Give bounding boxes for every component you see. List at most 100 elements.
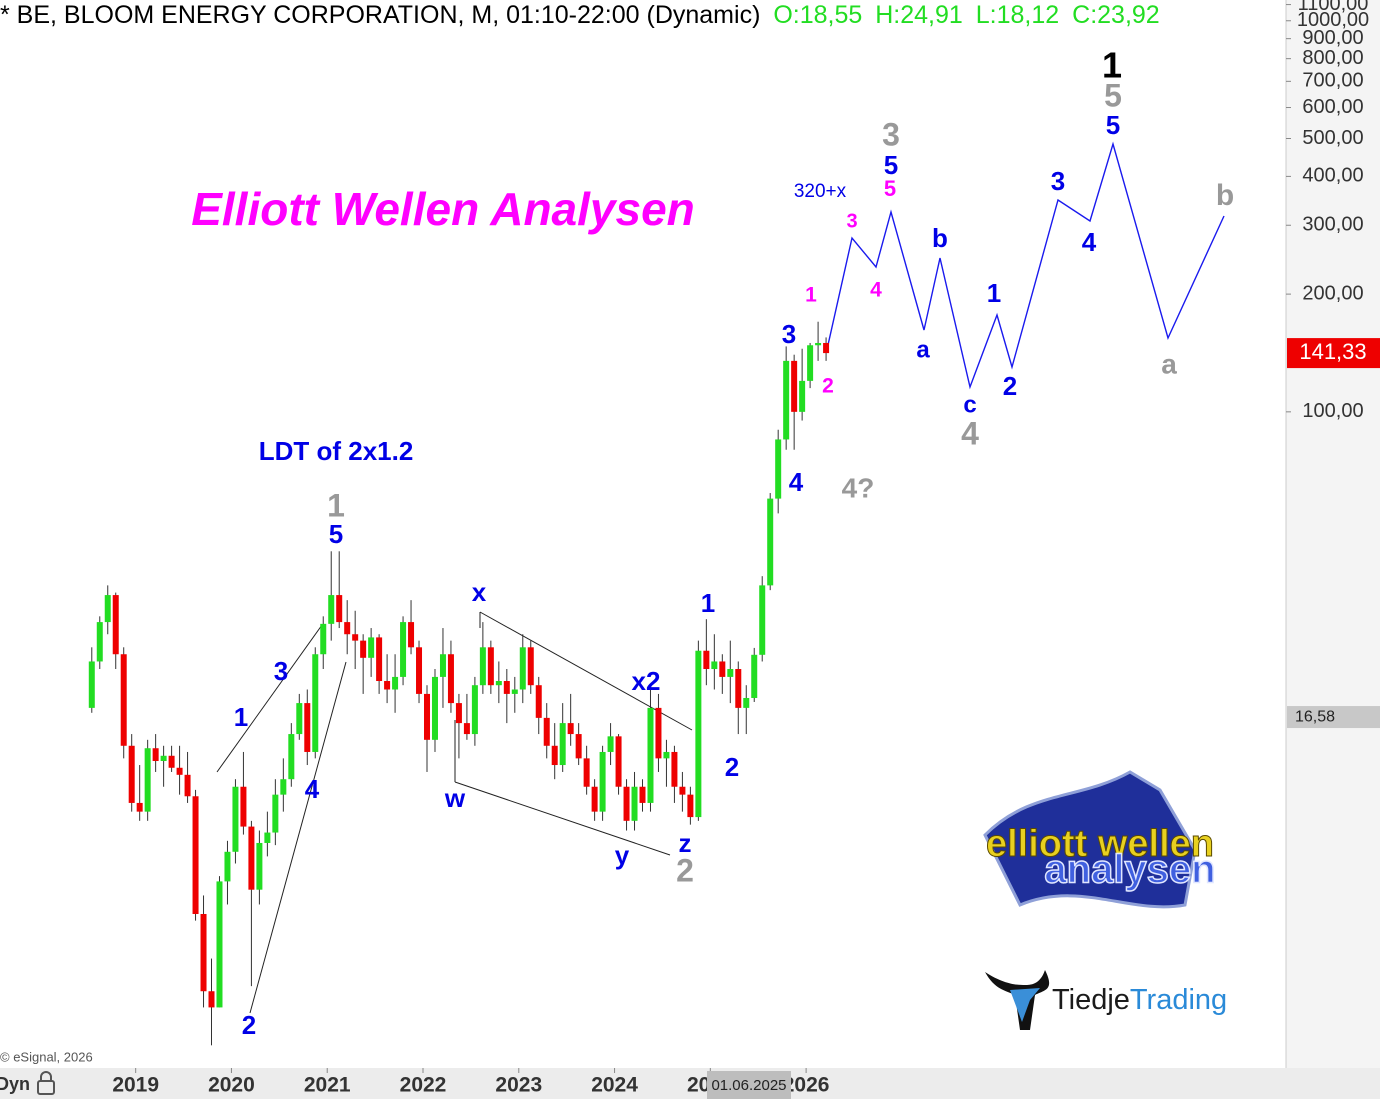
wave-label: 4: [305, 774, 320, 804]
candle-body: [320, 623, 327, 655]
logo-bull-face: [1010, 988, 1040, 1022]
candle-body: [344, 622, 351, 635]
y-tick-label: 200,00: [1302, 282, 1363, 304]
candle-body: [224, 851, 231, 882]
wave-label: c: [963, 391, 976, 418]
candle-body: [519, 647, 526, 690]
x-tick-label: 2022: [400, 1074, 447, 1097]
wave-label: b: [932, 223, 948, 253]
x-tick-label: 2020: [208, 1074, 255, 1097]
trend-line: [216, 624, 323, 773]
candle-body: [184, 774, 191, 797]
candle-body: [240, 786, 247, 827]
wave-label: 2: [725, 752, 739, 782]
candle-body: [400, 622, 407, 677]
logo-elliott: elliott wellen analysen: [983, 770, 1216, 909]
heading: Elliott Wellen Analysen: [191, 183, 695, 235]
candle-body: [703, 650, 710, 670]
candle-body: [719, 661, 726, 677]
candle-body: [711, 661, 718, 670]
candle-body: [112, 595, 119, 655]
candle-body: [639, 786, 646, 803]
candle-body: [727, 669, 734, 677]
x-tick-label: 2024: [591, 1074, 638, 1097]
wave-label: 3: [274, 656, 288, 686]
candle-body: [623, 786, 630, 821]
wave-label: 4: [870, 279, 882, 302]
candle-body: [535, 685, 542, 718]
candle-body: [439, 654, 446, 677]
wave-label: a: [1161, 348, 1177, 379]
wave-label: 5: [884, 150, 898, 180]
crosshair-box: [707, 1071, 791, 1099]
logo-text: analysen: [1044, 848, 1215, 892]
candle-body: [655, 707, 662, 759]
candle-body: [312, 654, 319, 752]
wave-label: 3: [782, 319, 796, 349]
candle-body: [815, 342, 822, 346]
price-marker-label: 16,58: [1295, 708, 1335, 725]
candle-body: [767, 498, 774, 586]
candle-body: [687, 794, 694, 818]
candle-body: [88, 661, 95, 708]
wave-label: a: [916, 336, 930, 363]
candle-body: [575, 734, 582, 759]
candle-body: [455, 703, 462, 724]
candle-body: [384, 681, 391, 690]
wave-label: 3: [846, 210, 857, 232]
lock-icon: [37, 1071, 55, 1095]
trend-line: [249, 661, 347, 1014]
lock-body: [37, 1080, 55, 1095]
candle-body: [759, 585, 766, 655]
candle-body: [775, 439, 782, 499]
candle-body: [336, 595, 343, 623]
logo-word: Tiedje: [1052, 984, 1130, 1016]
candle-body: [567, 723, 574, 735]
logo-text: elliott wellen: [986, 823, 1214, 865]
candle-body: [208, 991, 215, 1008]
candle-body: [807, 345, 814, 381]
wave-label: 1: [327, 487, 345, 523]
candle-body: [663, 751, 670, 759]
wave-label: 5: [1104, 77, 1122, 113]
wave-label: y: [615, 840, 630, 870]
wave-label: 320+x: [794, 181, 847, 202]
price-marker: [1287, 338, 1380, 369]
wave-label: 5: [1106, 110, 1120, 140]
lock-shackle: [40, 1071, 52, 1081]
candle-body: [695, 650, 702, 818]
candle-body: [495, 681, 502, 686]
wave-label: z: [679, 828, 692, 858]
candle-body: [256, 842, 263, 890]
wave-label: 5: [884, 176, 896, 201]
candle-body: [232, 786, 239, 852]
logo-flag: [983, 770, 1197, 909]
wave-label: x2: [632, 666, 661, 696]
candle-body: [96, 622, 103, 662]
y-tick-label: 800,00: [1302, 47, 1363, 69]
candles: [88, 321, 830, 1046]
candle-body: [487, 647, 494, 686]
y-tick-label: 1100,00: [1298, 0, 1369, 15]
candle-body: [591, 786, 598, 812]
wave-label: 1: [987, 278, 1001, 308]
wave-label: b: [1216, 179, 1234, 212]
candle-body: [168, 755, 175, 768]
y-tick-label: 100,00: [1302, 400, 1363, 422]
candle-body: [671, 751, 678, 787]
y-tick-label: 500,00: [1302, 127, 1363, 149]
candle-body: [503, 681, 510, 694]
wave-label: 1: [1102, 45, 1122, 86]
candle-body: [152, 748, 159, 762]
candle-body: [471, 685, 478, 735]
wave-label: 4: [789, 467, 804, 497]
title: * BE, BLOOM ENERGY CORPORATION, M, 01:10…: [0, 1, 760, 29]
candle-body: [176, 767, 183, 775]
wave-label: 2: [1003, 371, 1017, 401]
candle-body: [288, 734, 295, 780]
x-tick-label: 2021: [304, 1074, 351, 1097]
wave-label: 1: [234, 702, 248, 732]
